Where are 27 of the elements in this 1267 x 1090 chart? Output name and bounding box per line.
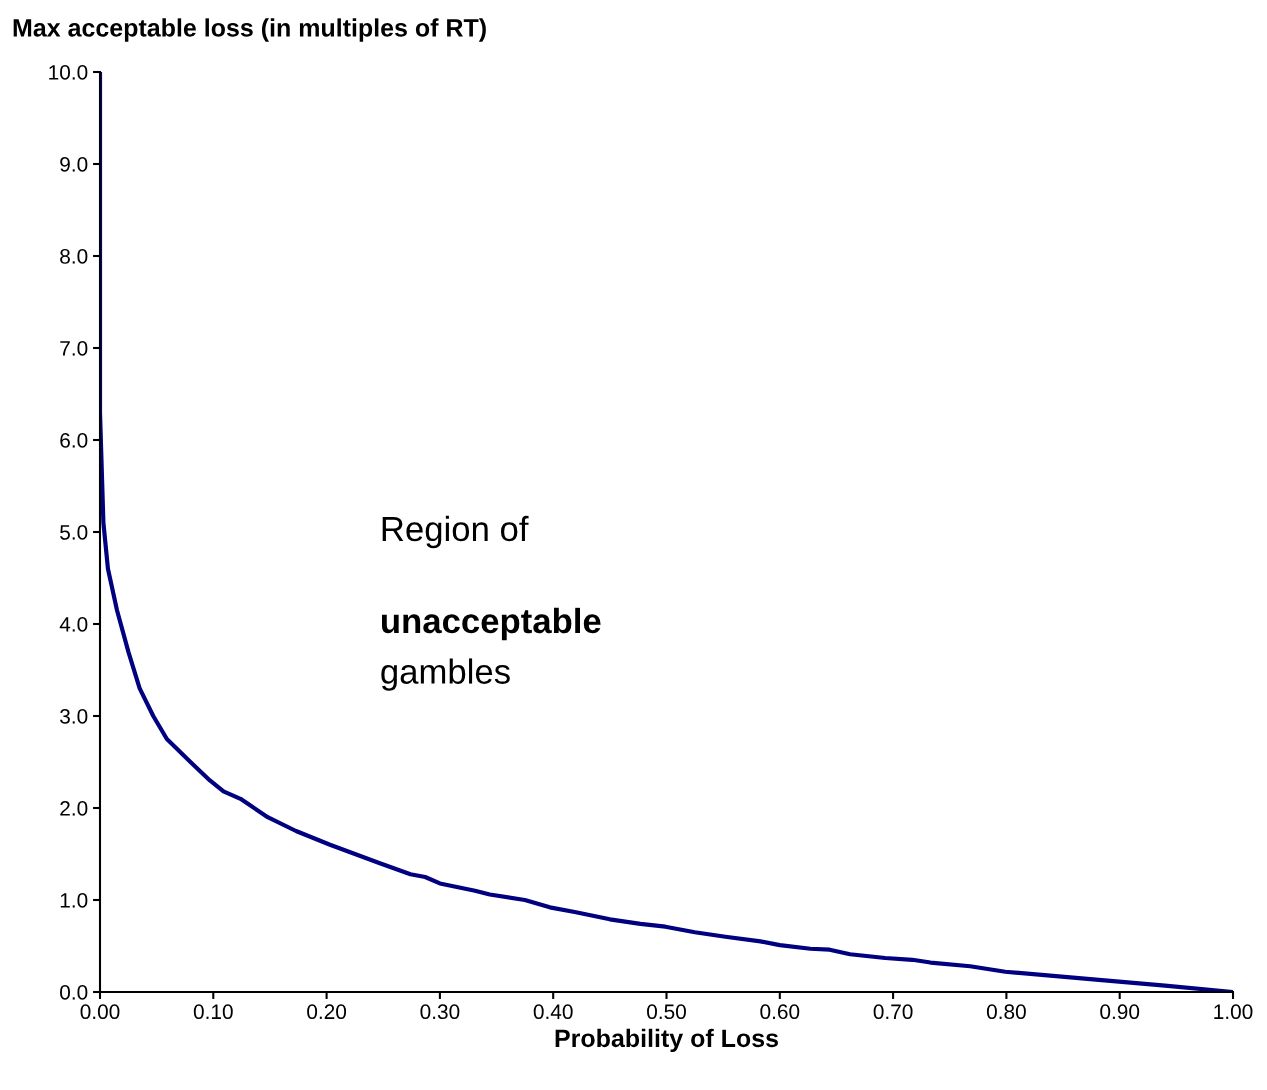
- annotation: Region of: [382, 515, 529, 549]
- y-tick-label: 0.0: [60, 985, 88, 1000]
- y-tick-label: 9.0: [60, 157, 88, 172]
- x-tick-label: 0.30: [420, 1004, 460, 1020]
- x-tick-label: 0.90: [1100, 1004, 1140, 1020]
- x-tick-label: 0.00: [80, 1004, 120, 1020]
- y-tick-label: 5.0: [60, 525, 88, 540]
- x-tick-label: 0.60: [760, 1004, 800, 1020]
- y-axis-title: Max acceptable loss (in multiples of RT): [13, 18, 486, 42]
- y-tick-label: 2.0: [60, 801, 88, 816]
- y-tick-label: 8.0: [60, 249, 88, 264]
- annotation: unacceptable: [382, 607, 601, 641]
- x-axis-title: Probability of Loss: [555, 1028, 778, 1053]
- annotation: gambles: [381, 658, 510, 691]
- y-tick-label: 1.0: [60, 893, 88, 908]
- x-tick-label: 0.40: [533, 1004, 573, 1020]
- x-tick-label: 0.80: [986, 1004, 1026, 1020]
- x-tick-label: 0.10: [193, 1004, 233, 1020]
- y-tick-label: 6.0: [60, 433, 88, 448]
- y-tick-label: 10.0: [49, 65, 88, 80]
- x-tick-label: 0.70: [873, 1004, 913, 1020]
- x-tick-label: 0.50: [647, 1004, 686, 1020]
- x-tick-label: 0.20: [307, 1004, 347, 1020]
- y-tick-label: 4.0: [59, 617, 88, 632]
- y-tick-label: 3.0: [60, 709, 88, 724]
- x-tick-label: 1.00: [1214, 1004, 1253, 1020]
- y-tick-label: 7.0: [60, 341, 88, 356]
